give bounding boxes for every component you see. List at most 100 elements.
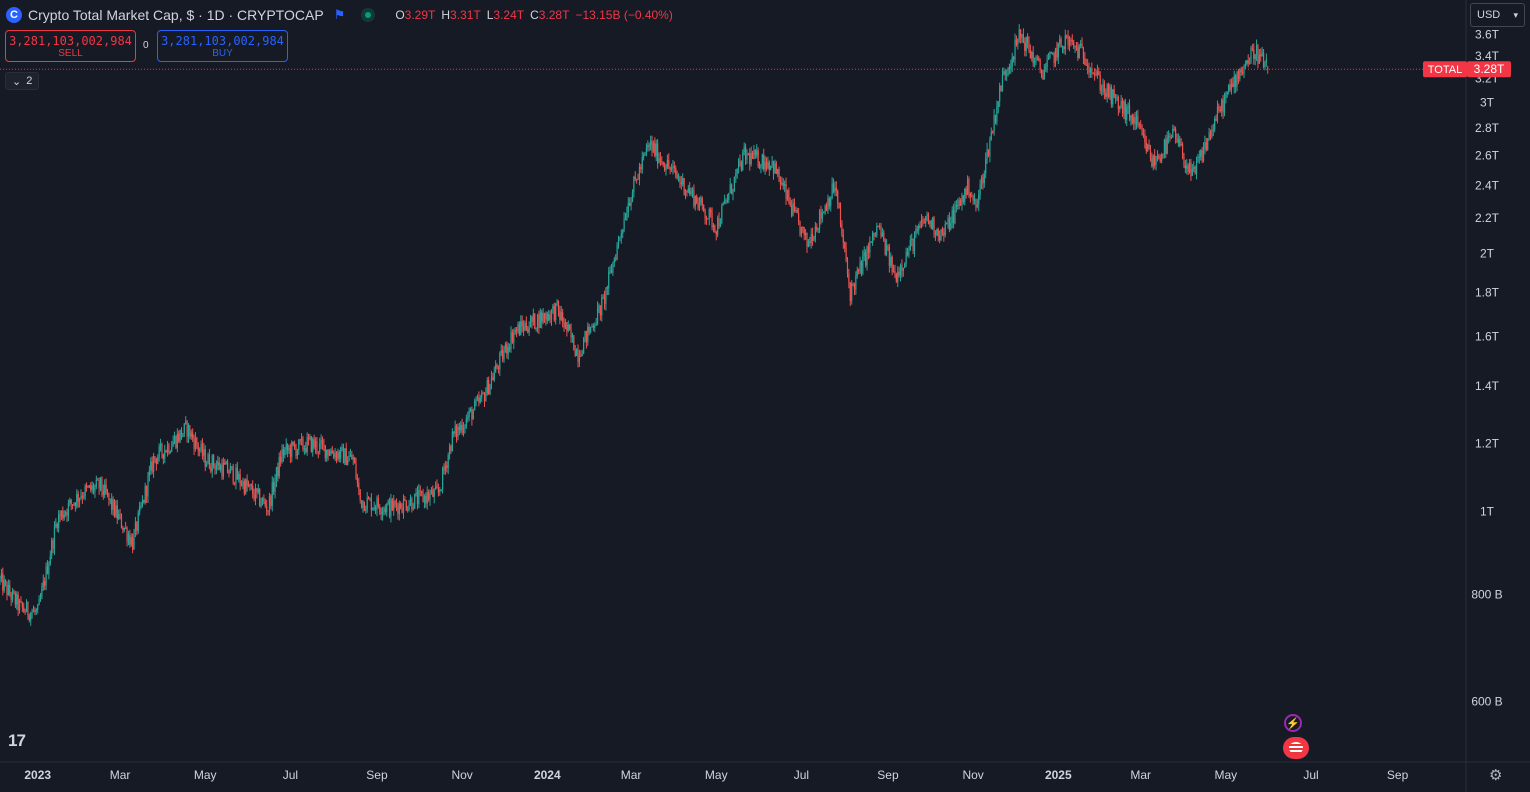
candle (901, 259, 903, 278)
candle (735, 169, 737, 183)
candle (428, 489, 430, 502)
candle (772, 160, 775, 180)
candle (1142, 128, 1145, 139)
candle (1075, 41, 1078, 51)
candle (55, 518, 57, 529)
candle (485, 387, 487, 402)
candle (345, 442, 347, 466)
candle (894, 264, 896, 279)
candle (1107, 82, 1110, 99)
candle (1094, 67, 1096, 81)
bookmark-flag-icon[interactable]: ⚑ (333, 7, 346, 22)
candle (867, 242, 870, 260)
us-flag-event-icon[interactable] (1283, 737, 1309, 759)
candle (1161, 152, 1163, 164)
candle (522, 320, 525, 337)
candle (633, 175, 635, 198)
candle (535, 327, 537, 332)
candle (1110, 84, 1112, 108)
candle (238, 471, 240, 483)
tradingview-logo[interactable]: 17 (8, 731, 26, 750)
time-axis[interactable]: 2023 Mar May Jul Sep Nov 2024 Mar May Jul Sep Nov 20… (24, 768, 1408, 782)
candle (880, 222, 882, 239)
candle (951, 206, 953, 229)
candle (624, 213, 627, 221)
currency-select[interactable]: USD ▾ (1470, 3, 1525, 27)
candle (595, 318, 597, 326)
candle (10, 591, 12, 606)
candle (718, 212, 720, 229)
candle (4, 578, 7, 587)
candle (387, 499, 389, 506)
candle (1242, 66, 1244, 76)
gear-icon[interactable]: ⚙ (1489, 767, 1503, 784)
candle (483, 391, 486, 408)
candle (506, 341, 508, 359)
sell-button[interactable]: 3,281,103,002,984 SELL (5, 30, 136, 62)
candle (1201, 146, 1203, 164)
candle (287, 443, 289, 458)
candle (543, 312, 546, 323)
candle (941, 226, 944, 237)
candle (566, 321, 568, 337)
candle (48, 561, 50, 580)
candle (971, 191, 973, 198)
candle (640, 164, 642, 173)
candle (816, 223, 818, 233)
candle (1040, 69, 1043, 79)
candle (1211, 125, 1213, 139)
candle (647, 140, 649, 152)
candle (27, 601, 29, 620)
candle (596, 301, 599, 326)
price-tick-label: 2T (1480, 246, 1495, 260)
candle (1103, 80, 1105, 100)
candle (615, 254, 617, 262)
candle (588, 323, 590, 336)
candle (28, 613, 30, 623)
candle (569, 323, 571, 331)
candle (814, 221, 816, 243)
market-status-icon[interactable] (361, 8, 376, 22)
indicators-toggle-button[interactable]: ⌄ 2 (5, 72, 40, 90)
candle (1250, 45, 1252, 64)
candle (1251, 44, 1253, 52)
candle (541, 309, 543, 329)
time-tick-label: Sep (366, 768, 388, 782)
candle (511, 329, 514, 344)
candle (25, 599, 28, 613)
candle (680, 176, 682, 190)
candle (105, 478, 107, 495)
candle (155, 457, 157, 471)
candle (683, 177, 685, 196)
buy-button[interactable]: 3,281,103,002,984 BUY (157, 30, 288, 62)
candle (954, 201, 956, 225)
candle (365, 505, 367, 514)
candle (90, 482, 92, 493)
candle (63, 510, 65, 521)
candle (599, 305, 601, 321)
candle (453, 431, 455, 438)
candle (393, 495, 395, 516)
candle (451, 428, 453, 452)
candle (1148, 139, 1150, 150)
candle (824, 204, 826, 215)
candle (630, 196, 632, 211)
candle (331, 445, 333, 454)
price-tick-label: 2.4T (1475, 178, 1500, 192)
candle (612, 261, 614, 276)
candle (1202, 142, 1205, 163)
candle (1014, 33, 1016, 66)
candle (94, 484, 96, 498)
candle (1000, 85, 1002, 92)
candle (31, 608, 33, 619)
candle (1225, 91, 1227, 104)
flash-event-icon[interactable]: ⚡ (1284, 714, 1302, 732)
candle (409, 494, 412, 507)
symbol-title[interactable]: Crypto Total Market Cap, $ · 1D · CRYPTO… (28, 7, 324, 23)
candle (993, 109, 995, 136)
candle (101, 476, 103, 497)
candle (849, 281, 851, 307)
candle (307, 433, 310, 446)
candle (159, 438, 162, 452)
